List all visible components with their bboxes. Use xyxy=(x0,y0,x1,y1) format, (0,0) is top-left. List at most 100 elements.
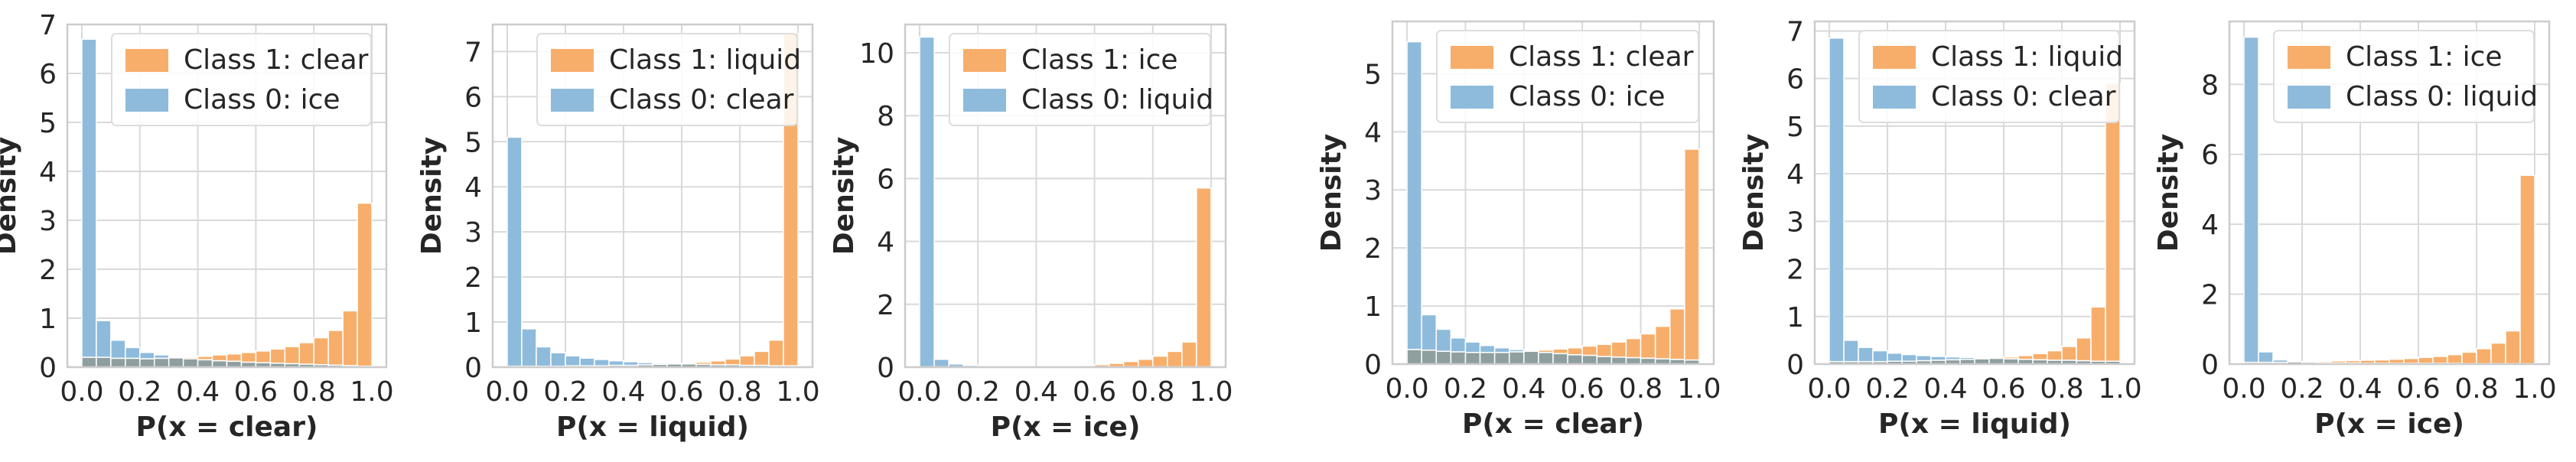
x-tick-label: 0.2 xyxy=(2280,373,2324,405)
y-tick-label: 2 xyxy=(464,262,482,294)
y-axis-label: Density xyxy=(1316,134,1347,252)
legend-label-class0: Class 0: clear xyxy=(1931,81,2116,112)
y-tick-label: 3 xyxy=(1786,207,1804,238)
x-tick-label: 1.0 xyxy=(2098,373,2141,405)
overlap-bar xyxy=(1610,356,1627,365)
y-tick-label: 7 xyxy=(464,37,482,68)
x-tick-label: 0.8 xyxy=(1131,376,1174,408)
y-tick-label: 2 xyxy=(39,255,57,286)
x-tick-label: 0.8 xyxy=(1619,373,1663,405)
legend-swatch-class0 xyxy=(551,89,594,112)
x-tick-label: 1.0 xyxy=(2512,373,2556,405)
legend-label-class0: Class 0: clear xyxy=(609,84,794,116)
class0-bar xyxy=(565,355,581,366)
legend-label-class1: Class 1: ice xyxy=(2346,41,2503,73)
legend-label-class1: Class 1: liquid xyxy=(609,44,801,76)
legend: Class 1: liquid Class 0: clear xyxy=(1858,30,2123,123)
y-tick-label: 5 xyxy=(39,108,57,139)
y-tick-label: 4 xyxy=(464,172,482,203)
axes-frame xyxy=(904,23,1227,369)
x-tick-label: 0.0 xyxy=(60,376,103,408)
class1-bar xyxy=(2505,330,2521,365)
y-axis-label: Density xyxy=(2153,134,2184,252)
y-tick-label: 2 xyxy=(1364,233,1382,265)
overlap-bar xyxy=(1581,354,1598,365)
class0-bar xyxy=(110,340,126,360)
class0-bar xyxy=(579,357,595,366)
legend-swatch-class0 xyxy=(1451,86,1493,109)
y-tick-label: 0 xyxy=(2201,350,2219,381)
class0-bar xyxy=(919,36,935,368)
class1-bar xyxy=(1669,308,1685,360)
y-tick-label: 0 xyxy=(464,353,482,384)
class1-bar xyxy=(2418,356,2434,364)
overlap-bar xyxy=(1406,349,1422,365)
class0-bar xyxy=(594,359,610,366)
class1-bar xyxy=(240,352,257,363)
y-tick-label: 1 xyxy=(39,304,57,335)
x-tick-label: 0.2 xyxy=(118,376,161,408)
legend: Class 1: liquid Class 0: clear xyxy=(536,33,801,126)
legend-label-class0: Class 0: liquid xyxy=(1021,84,1213,116)
x-tick-label: 0.2 xyxy=(956,376,1000,408)
class0-bar xyxy=(550,352,566,367)
y-tick-label: 4 xyxy=(877,227,894,259)
legend-label-class1: Class 1: clear xyxy=(184,44,369,76)
x-axis-label: P(x = clear) xyxy=(1462,408,1644,440)
x-tick-label: 0.6 xyxy=(659,376,703,408)
class1-bar xyxy=(255,350,272,363)
x-axis-label: P(x = ice) xyxy=(2314,408,2464,440)
overlap-bar xyxy=(96,356,112,368)
overlap-bar xyxy=(1596,356,1613,365)
legend-label-class1: Class 1: liquid xyxy=(1931,41,2123,73)
x-tick-label: 0.0 xyxy=(897,376,941,408)
chart-panel-2: 0.0 0.2 0.4 0.6 0.8 1.0 0 1 2 3 4 5 6 7 P(x = liquid) D… xyxy=(416,23,820,443)
y-axis-label: Density xyxy=(416,137,448,255)
class0-bar xyxy=(933,358,949,368)
overlap-bar xyxy=(1567,354,1583,365)
class1-bar xyxy=(1152,355,1168,368)
y-tick-label: 3 xyxy=(464,217,482,249)
overlap-bar xyxy=(1479,352,1496,365)
class0-bar xyxy=(96,320,112,358)
legend-box xyxy=(2273,30,2535,123)
class1-bar xyxy=(1581,345,1598,356)
y-tick-label: 4 xyxy=(39,157,57,188)
x-tick-label: 0.4 xyxy=(1014,376,1058,408)
legend-swatch-class1 xyxy=(551,49,594,72)
y-tick-label: 0 xyxy=(39,353,57,384)
overlap-bar xyxy=(1523,350,1539,365)
class1-bar xyxy=(226,353,243,363)
class1-bar xyxy=(269,348,286,364)
legend-swatch-class1 xyxy=(1873,46,1916,69)
chart-panel-5: 0.0 0.2 0.4 0.6 0.8 1.0 0 1 2 3 4 5 6 7 P(x = liquid) D… xyxy=(1738,16,2142,440)
x-tick-label: 0.0 xyxy=(2222,373,2265,405)
y-tick-label: 0 xyxy=(877,353,894,384)
class1-bar xyxy=(2076,337,2092,362)
x-tick-label: 1.0 xyxy=(1677,373,1721,405)
legend: Class 1: ice Class 0: liquid xyxy=(949,33,1213,126)
class1-bar xyxy=(768,339,784,366)
class0-bar xyxy=(2258,351,2274,363)
chart-panel-1: 0.0 0.2 0.4 0.6 0.8 1.0 0 1 2 3 4 5 6 7 P(x = clear) De… xyxy=(0,10,394,443)
class1-bar xyxy=(342,310,358,366)
overlap-bar xyxy=(125,357,141,368)
x-tick-label: 0.4 xyxy=(176,376,220,408)
overlap-bar xyxy=(1508,351,1525,365)
class1-bar xyxy=(1181,341,1197,368)
class0-bar xyxy=(1887,352,1903,363)
y-tick-label: 1 xyxy=(1364,291,1382,323)
chart-panel-3: 0.0 0.2 0.4 0.6 0.8 1.0 0 2 4 6 8 10 P(x = ice) Densi… xyxy=(829,23,1233,443)
x-tick-label: 0.6 xyxy=(1982,373,2025,405)
y-tick-label: 6 xyxy=(39,59,57,90)
overlap-bar xyxy=(1464,352,1481,365)
y-tick-label: 3 xyxy=(39,206,57,237)
legend-swatch-class1 xyxy=(125,49,168,72)
class1-bar xyxy=(1167,350,1183,368)
class0-bar xyxy=(1843,340,1859,363)
overlap-bar xyxy=(81,356,97,368)
legend-swatch-class1 xyxy=(963,49,1006,72)
legend-box xyxy=(949,33,1211,126)
legend-swatch-class0 xyxy=(2288,86,2330,109)
class1-bar xyxy=(1196,187,1212,368)
